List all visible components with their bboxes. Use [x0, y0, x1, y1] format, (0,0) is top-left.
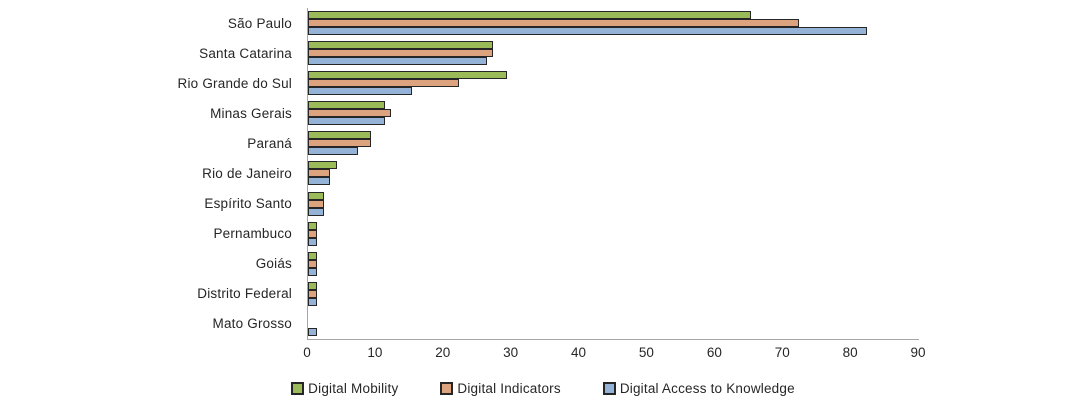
legend: Digital Mobility Digital Indicators Digi…: [0, 381, 1086, 396]
x-tick-label: 40: [571, 345, 587, 360]
category-band: [308, 279, 919, 309]
x-tick-label: 80: [842, 345, 858, 360]
bar: [308, 169, 331, 178]
bar: [308, 49, 494, 58]
x-tick-label: 70: [774, 345, 790, 360]
category-label: Santa Catarina: [199, 45, 292, 61]
bar: [308, 57, 487, 66]
bar: [308, 191, 324, 200]
bar: [308, 177, 331, 186]
bar: [308, 267, 317, 276]
x-axis-tick-labels: 0 10 20 30 40 50 60 70 80 90: [0, 345, 1086, 363]
bar: [308, 11, 752, 19]
bar: [308, 19, 799, 27]
legend-item-digital-indicators: Digital Indicators: [440, 381, 561, 396]
category-band: [308, 98, 919, 128]
category-band: [308, 219, 919, 249]
x-tick-label: 10: [367, 345, 383, 360]
bar: [308, 161, 338, 170]
category-band: [308, 68, 919, 98]
category-label: Goiás: [255, 256, 292, 272]
category-label: Distrito Federal: [197, 286, 292, 302]
bar: [308, 41, 494, 50]
x-tick-label: 90: [910, 345, 926, 360]
bar: [308, 221, 317, 230]
bar: [308, 281, 317, 290]
bar: [308, 147, 358, 156]
category-label: Minas Gerais: [210, 105, 292, 121]
bar: [308, 251, 317, 260]
x-tick-label: 20: [435, 345, 451, 360]
x-tick-label: 50: [638, 345, 654, 360]
x-tick-label: 30: [503, 345, 519, 360]
category-band: [308, 309, 919, 339]
category-label: Paraná: [247, 135, 292, 151]
bar: [308, 229, 317, 238]
bar: [308, 117, 385, 126]
legend-label: Digital Indicators: [457, 381, 561, 396]
category-label: Rio Grande do Sul: [177, 75, 292, 91]
category-label: São Paulo: [227, 15, 292, 31]
plot-area: [307, 8, 919, 340]
bar: [308, 131, 372, 140]
bar: [308, 79, 460, 88]
legend-item-digital-mobility: Digital Mobility: [291, 381, 398, 396]
category-label: Mato Grosso: [212, 316, 292, 332]
bar: [308, 297, 317, 306]
category-band: [308, 158, 919, 188]
category-label: Espírito Santo: [204, 196, 292, 212]
category-band: [308, 38, 919, 68]
bar: [308, 101, 385, 110]
legend-item-digital-access: Digital Access to Knowledge: [602, 381, 795, 396]
bar: [308, 27, 867, 35]
bar: [308, 237, 317, 246]
bar: [308, 207, 324, 216]
category-band: [308, 128, 919, 158]
bar: [308, 327, 317, 336]
bar: [308, 259, 317, 268]
category-band: [308, 189, 919, 219]
legend-label: Digital Mobility: [308, 381, 399, 396]
bar: [308, 289, 317, 298]
legend-swatch-orange-icon: [440, 382, 454, 395]
category-label: Rio de Janeiro: [202, 166, 292, 182]
bar: [308, 109, 392, 118]
bar: [308, 87, 412, 96]
category-label: Pernambuco: [213, 226, 292, 242]
x-tick-label: 0: [303, 345, 311, 360]
bar: [308, 199, 324, 208]
bar: [308, 139, 372, 148]
y-axis-category-labels: São Paulo Santa Catarina Rio Grande do Sul…: [0, 8, 300, 339]
legend-swatch-blue-icon: [602, 382, 616, 395]
x-tick-label: 60: [706, 345, 722, 360]
bar: [308, 71, 507, 80]
category-band: [308, 8, 919, 38]
category-band: [308, 249, 919, 279]
legend-label: Digital Access to Knowledge: [619, 381, 795, 396]
legend-swatch-green-icon: [291, 382, 305, 395]
